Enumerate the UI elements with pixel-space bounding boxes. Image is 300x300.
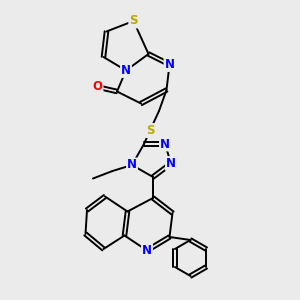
Text: N: N — [164, 58, 175, 71]
Text: N: N — [166, 157, 176, 170]
Text: N: N — [127, 158, 137, 172]
Text: N: N — [160, 137, 170, 151]
Text: N: N — [121, 64, 131, 77]
Text: S: S — [129, 14, 138, 28]
Text: S: S — [146, 124, 154, 137]
Text: N: N — [142, 244, 152, 257]
Text: O: O — [92, 80, 103, 94]
